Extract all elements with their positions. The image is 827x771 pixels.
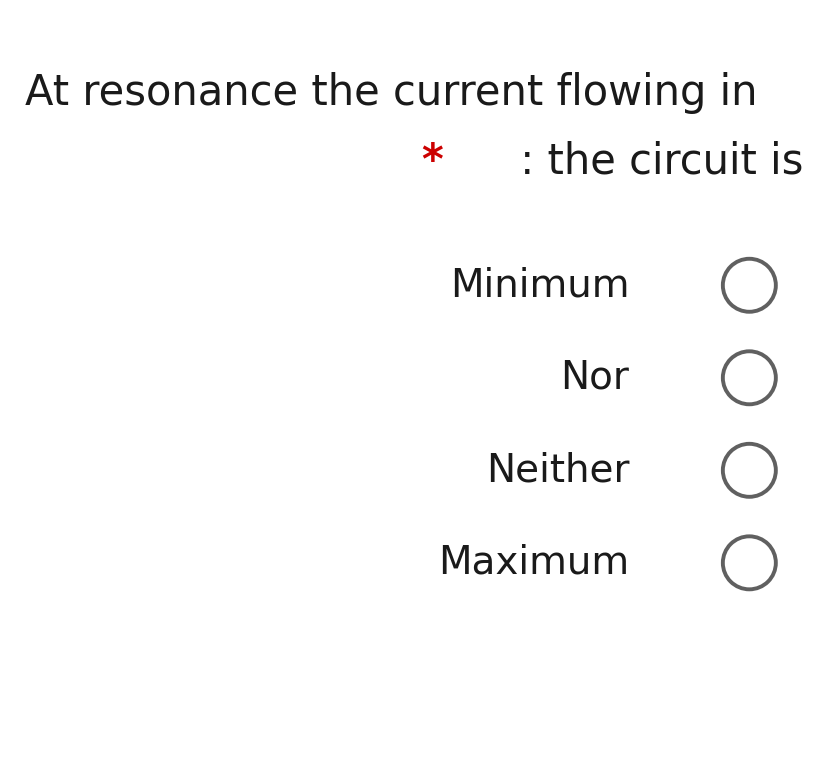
Text: Minimum: Minimum — [449, 266, 629, 305]
Text: At resonance the current flowing in: At resonance the current flowing in — [25, 72, 757, 113]
Text: Neither: Neither — [485, 451, 629, 490]
Text: *: * — [421, 141, 442, 183]
Text: : the circuit is: : the circuit is — [506, 141, 802, 183]
Text: Nor: Nor — [560, 359, 629, 397]
Text: Maximum: Maximum — [437, 544, 629, 582]
